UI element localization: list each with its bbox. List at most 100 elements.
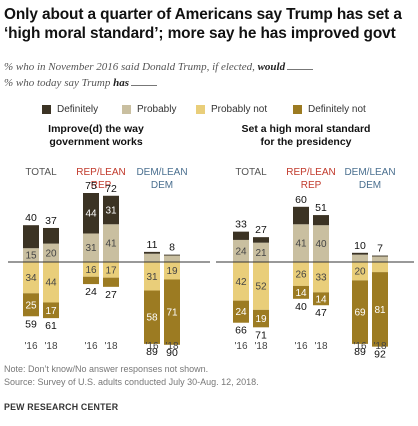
data-label-0-1-1-definitely: 31 [105,206,117,217]
bar-0-0-0-definitely-not [23,293,39,317]
subtitle-2018-blank [131,76,157,86]
group-label-1-1-line-2: REP [301,180,322,191]
bar-1-2-0-probably [352,254,368,262]
subtitle-2016-blank [287,60,314,70]
bar-1-0-1-definitely-not [253,309,269,328]
total-negative-0-2-0: 89 [146,346,158,358]
bar-1-1-1-definitely-not [313,292,329,306]
bar-0-1-0-definitely-not [83,276,99,285]
bar-0-0-0-definitely [23,225,39,249]
bar-0-1-1-probably [103,224,119,262]
legend-label-definitely: Definitely [57,104,99,115]
bar-0-0-0-probably-not [23,262,39,294]
panel-1-title-line-1: Improve(d) the way [48,123,144,135]
bar-1-2-1-probably-not [372,262,388,273]
bar-1-0-1-probably [253,242,269,262]
bar-0-1-0-definitely [83,193,99,234]
bar-1-2-1-definitely [372,255,388,257]
bar-1-1-1-definitely [313,215,329,226]
brand-label: PEW RESEARCH CENTER [4,402,119,412]
bar-1-2-1-probably [372,256,388,262]
bar-0-2-1-probably [164,255,180,262]
bar-1-2-0-probably-not [352,262,368,281]
total-negative-0-1-0: 24 [85,286,97,298]
bar-1-1-0-definitely-not [293,285,309,299]
bar-1-0-0-definitely-not [233,300,249,323]
group-label-0-2-line-1: DEM/LEAN [136,167,187,178]
bar-0-0-1-definitely [43,227,59,244]
group-label-1-2-line-2: DEM [359,180,381,191]
data-label-1-1-0-probably: 41 [295,239,307,250]
legend-label-definitely-not: Definitely not [308,104,366,115]
data-label-1-1-1-probably: 40 [315,239,327,250]
data-label-0-0-1-probably: 20 [45,248,57,259]
bar-1-2-0-definitely [352,252,368,255]
year-label-0-1-0: '16 [84,341,97,352]
bar-1-1-0-definitely [293,206,309,225]
data-label-0-0-1-probably-not: 44 [45,278,57,289]
data-label-0-1-0-probably-not: 16 [85,265,97,276]
total-positive-1-2-1: 7 [377,243,383,255]
data-label-1-2-0-probably-not: 20 [354,267,366,278]
data-label-1-0-0-definitely-not: 24 [235,307,247,318]
bar-1-1-1-probably-not [313,262,329,293]
total-positive-1-0-0: 33 [235,219,247,231]
data-label-0-2-0-definitely-not: 58 [146,313,158,324]
total-negative-0-2-1: 90 [166,347,178,359]
bar-0-1-1-probably-not [103,262,119,278]
legend-definitely: Definitely [42,104,98,115]
group-label-0-1-line-2: REP [91,180,112,191]
bar-0-0-1-definitely-not [43,302,59,319]
bar-0-1-0-probably [83,233,99,262]
bar-1-0-1-probably-not [253,262,269,310]
bar-1-0-0-probably-not [233,262,249,301]
bar-1-2-0-definitely-not [352,280,368,344]
data-label-0-0-0-probably-not: 34 [25,273,37,284]
total-positive-0-2-0: 11 [147,239,158,251]
group-label-1-2-line-1: DEM/LEAN [344,167,395,178]
data-label-0-1-1-probably-not: 17 [105,265,117,276]
total-negative-1-0-1: 71 [255,329,267,341]
total-positive-0-1-0: 75 [85,180,97,192]
data-label-1-2-1-definitely-not: 81 [374,305,386,316]
total-negative-0-0-0: 59 [25,318,37,330]
year-label-1-1-0: '16 [294,341,307,352]
year-label-0-2-1: '18 [165,341,178,352]
total-positive-0-2-1: 8 [169,242,175,254]
legend: Definitely Probably Probably not Definit… [0,104,418,118]
bar-0-2-1-probably-not [164,262,180,280]
group-label-0-1-line-1: REP/LEAN [76,167,125,178]
data-label-0-0-0-definitely-not: 25 [25,300,37,311]
year-label-0-2-0: '16 [145,341,158,352]
source: Source: Survey of U.S. adults conducted … [4,377,259,387]
year-label-0-0-0: '16 [24,341,37,352]
subtitle-2016: % who in November 2016 said Donald Trump… [4,60,314,73]
legend-label-probably: Probably [137,104,177,115]
bar-0-2-1-definitely [164,254,180,256]
year-label-1-2-1: '18 [373,341,386,352]
data-label-0-1-0-probably: 31 [85,243,97,254]
group-label-0-0: TOTAL [25,167,57,178]
legend-swatch-definitely-not [293,105,302,114]
data-label-0-2-1-definitely-not: 71 [166,308,178,319]
bar-1-1-0-probably [293,224,309,262]
total-positive-1-1-0: 60 [295,194,307,206]
legend-definitely-not: Definitely not [293,104,366,115]
subtitle-2018: % who today say Trump has [4,76,157,89]
group-label-0-2-line-2: DEM [151,180,173,191]
bar-0-2-0-definitely-not [144,290,160,344]
bar-0-1-0-probably-not [83,262,99,277]
total-negative-1-2-0: 89 [354,346,366,358]
legend-probably-not: Probably not [196,104,267,115]
bar-0-2-0-probably-not [144,262,160,291]
bar-0-0-1-probably [43,243,59,262]
data-label-1-1-1-definitely-not: 14 [315,294,327,305]
total-positive-1-0-1: 27 [255,224,267,236]
total-positive-0-0-0: 40 [25,212,37,224]
legend-swatch-probably [122,105,131,114]
total-negative-1-1-1: 47 [315,307,327,319]
group-label-1-0: TOTAL [235,167,267,178]
data-label-1-1-0-probably-not: 26 [295,269,307,280]
bar-1-1-1-probably [313,225,329,262]
year-label-1-1-1: '18 [314,341,327,352]
